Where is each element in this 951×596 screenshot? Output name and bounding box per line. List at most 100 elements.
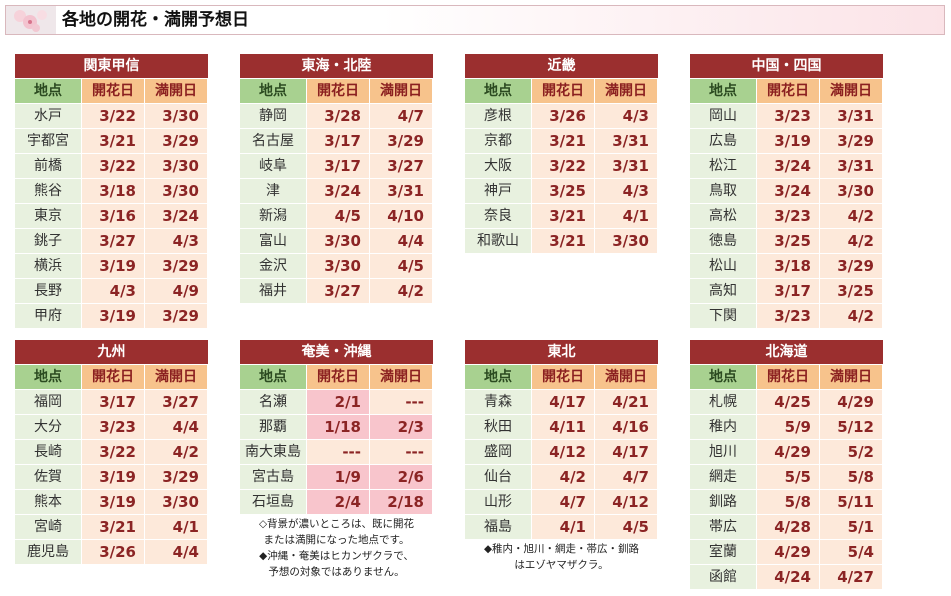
place-cell: 函館 xyxy=(690,565,756,589)
column-header: 地点 xyxy=(15,79,81,103)
date-cell: --- xyxy=(370,440,432,464)
date-cell: 3/29 xyxy=(145,465,207,489)
date-cell: 4/16 xyxy=(595,415,657,439)
place-cell: 広島 xyxy=(690,129,756,153)
date-cell: 3/17 xyxy=(307,154,369,178)
place-cell: 室蘭 xyxy=(690,540,756,564)
column-header: 満開日 xyxy=(595,365,657,389)
date-cell: 3/29 xyxy=(820,254,882,278)
place-cell: 銚子 xyxy=(15,229,81,253)
place-cell: 青森 xyxy=(465,390,531,414)
place-cell: 前橋 xyxy=(15,154,81,178)
date-cell: 3/29 xyxy=(370,129,432,153)
place-cell: 長崎 xyxy=(15,440,81,464)
date-cell: 3/29 xyxy=(145,254,207,278)
date-cell: 3/30 xyxy=(820,179,882,203)
date-cell: 5/1 xyxy=(820,515,882,539)
date-cell: 3/29 xyxy=(820,129,882,153)
date-cell: 3/24 xyxy=(757,179,819,203)
column-header: 満開日 xyxy=(820,79,882,103)
date-cell: 3/27 xyxy=(370,154,432,178)
date-cell: 3/30 xyxy=(145,179,207,203)
date-cell: --- xyxy=(370,390,432,414)
column-header: 満開日 xyxy=(820,365,882,389)
date-cell: 4/25 xyxy=(757,390,819,414)
place-cell: 佐賀 xyxy=(15,465,81,489)
place-cell: 富山 xyxy=(240,229,306,253)
date-cell: 4/28 xyxy=(757,515,819,539)
place-cell: 松江 xyxy=(690,154,756,178)
date-cell: 2/1 xyxy=(307,390,369,414)
column-header: 地点 xyxy=(690,79,756,103)
place-cell: 名瀬 xyxy=(240,390,306,414)
date-cell: 2/3 xyxy=(370,415,432,439)
region-title: 東北 xyxy=(465,340,658,364)
date-cell: 2/4 xyxy=(307,490,369,514)
date-cell: 3/27 xyxy=(82,229,144,253)
date-cell: 3/23 xyxy=(757,204,819,228)
date-cell: 4/17 xyxy=(595,440,657,464)
date-cell: 3/21 xyxy=(82,515,144,539)
date-cell: 4/12 xyxy=(532,440,594,464)
date-cell: 3/26 xyxy=(82,540,144,564)
place-cell: 水戸 xyxy=(15,104,81,128)
column-header: 満開日 xyxy=(370,79,432,103)
place-cell: 松山 xyxy=(690,254,756,278)
date-cell: 3/24 xyxy=(145,204,207,228)
date-cell: 3/23 xyxy=(82,415,144,439)
date-cell: 3/31 xyxy=(820,104,882,128)
date-cell: 1/9 xyxy=(307,465,369,489)
date-cell: 4/2 xyxy=(820,229,882,253)
place-cell: 津 xyxy=(240,179,306,203)
date-cell: 4/2 xyxy=(820,304,882,328)
date-cell: 4/2 xyxy=(145,440,207,464)
date-cell: 5/2 xyxy=(820,440,882,464)
date-cell: 3/19 xyxy=(82,304,144,328)
date-cell: 4/7 xyxy=(595,465,657,489)
date-cell: 5/5 xyxy=(757,465,819,489)
column-header: 地点 xyxy=(240,79,306,103)
date-cell: 3/17 xyxy=(82,390,144,414)
place-cell: 盛岡 xyxy=(465,440,531,464)
place-cell: 岡山 xyxy=(690,104,756,128)
note: はエゾヤマザクラ。 xyxy=(514,559,609,571)
date-cell: 5/8 xyxy=(820,465,882,489)
date-cell: 3/21 xyxy=(532,204,594,228)
column-header: 地点 xyxy=(690,365,756,389)
note: 予想の対象ではありません。 xyxy=(268,566,405,578)
date-cell: 4/2 xyxy=(532,465,594,489)
place-cell: 福岡 xyxy=(15,390,81,414)
date-cell: 3/31 xyxy=(370,179,432,203)
date-cell: 3/28 xyxy=(307,104,369,128)
date-cell: 4/11 xyxy=(532,415,594,439)
date-cell: 4/29 xyxy=(757,540,819,564)
place-cell: 石垣島 xyxy=(240,490,306,514)
date-cell: 3/27 xyxy=(307,279,369,303)
date-cell: 2/6 xyxy=(370,465,432,489)
date-cell: 3/23 xyxy=(757,104,819,128)
date-cell: 3/24 xyxy=(757,154,819,178)
date-cell: 4/17 xyxy=(532,390,594,414)
place-cell: 福井 xyxy=(240,279,306,303)
date-cell: 3/30 xyxy=(307,254,369,278)
date-cell: 3/25 xyxy=(532,179,594,203)
date-cell: 3/30 xyxy=(595,229,657,253)
date-cell: 1/18 xyxy=(307,415,369,439)
place-cell: 彦根 xyxy=(465,104,531,128)
place-cell: 熊谷 xyxy=(15,179,81,203)
date-cell: 4/29 xyxy=(820,390,882,414)
date-cell: 3/18 xyxy=(82,179,144,203)
date-cell: 3/22 xyxy=(532,154,594,178)
date-cell: 4/3 xyxy=(595,104,657,128)
date-cell: 3/19 xyxy=(82,465,144,489)
date-cell: 4/29 xyxy=(757,440,819,464)
place-cell: 奈良 xyxy=(465,204,531,228)
note: ◆稚内・旭川・網走・帯広・釧路 xyxy=(483,543,640,555)
column-header: 開花日 xyxy=(82,365,144,389)
place-cell: 高知 xyxy=(690,279,756,303)
date-cell: 5/9 xyxy=(757,415,819,439)
place-cell: 名古屋 xyxy=(240,129,306,153)
place-cell: 那覇 xyxy=(240,415,306,439)
date-cell: 3/21 xyxy=(532,129,594,153)
date-cell: 4/1 xyxy=(532,515,594,539)
